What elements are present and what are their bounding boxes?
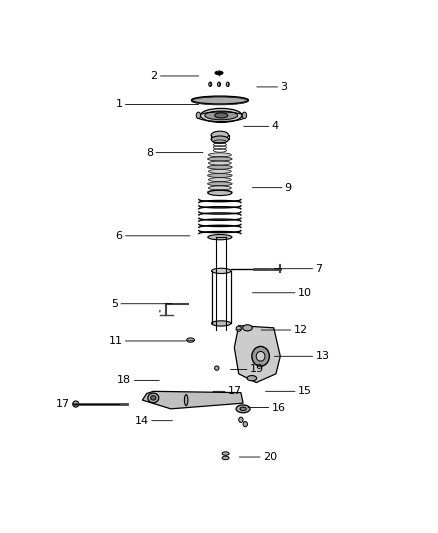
Ellipse shape [222, 452, 229, 455]
Ellipse shape [184, 394, 188, 406]
Ellipse shape [208, 174, 232, 177]
Text: 18: 18 [117, 375, 131, 385]
Ellipse shape [247, 376, 257, 381]
Ellipse shape [208, 161, 231, 165]
Ellipse shape [208, 186, 231, 190]
Ellipse shape [73, 401, 79, 407]
Text: 11: 11 [109, 336, 123, 346]
Ellipse shape [208, 177, 231, 182]
Ellipse shape [187, 338, 194, 342]
Ellipse shape [243, 325, 252, 331]
Text: 4: 4 [272, 122, 279, 131]
Text: 16: 16 [272, 402, 286, 413]
Ellipse shape [240, 407, 246, 410]
Text: 8: 8 [146, 148, 153, 158]
Ellipse shape [208, 153, 231, 157]
Text: 5: 5 [111, 298, 118, 309]
Ellipse shape [211, 131, 229, 139]
Ellipse shape [222, 456, 229, 459]
Text: 6: 6 [116, 231, 123, 241]
Ellipse shape [148, 393, 159, 403]
Ellipse shape [215, 113, 228, 118]
Ellipse shape [239, 417, 243, 423]
Text: 14: 14 [135, 416, 149, 426]
Ellipse shape [256, 351, 265, 361]
Ellipse shape [217, 82, 221, 86]
Text: 19: 19 [250, 365, 264, 374]
Ellipse shape [208, 165, 232, 169]
Ellipse shape [236, 326, 241, 332]
Ellipse shape [236, 405, 250, 413]
Ellipse shape [208, 235, 232, 240]
Text: 10: 10 [298, 288, 312, 298]
Polygon shape [234, 326, 280, 383]
Ellipse shape [151, 395, 156, 400]
Ellipse shape [208, 169, 231, 173]
Ellipse shape [200, 108, 242, 123]
Polygon shape [142, 391, 243, 409]
Ellipse shape [208, 190, 232, 196]
Ellipse shape [191, 96, 248, 104]
Ellipse shape [211, 136, 229, 143]
Ellipse shape [243, 422, 247, 427]
Text: 9: 9 [285, 183, 292, 192]
Text: 17: 17 [56, 399, 70, 409]
Text: 1: 1 [116, 100, 123, 109]
Ellipse shape [208, 190, 232, 194]
Ellipse shape [212, 321, 231, 326]
Ellipse shape [212, 268, 231, 273]
Text: 2: 2 [151, 71, 158, 81]
Ellipse shape [208, 82, 212, 86]
Ellipse shape [226, 82, 230, 86]
Text: 20: 20 [263, 452, 277, 462]
Text: 3: 3 [280, 82, 287, 92]
Text: 17: 17 [228, 386, 242, 397]
Ellipse shape [215, 366, 219, 370]
Ellipse shape [208, 182, 232, 185]
Text: 15: 15 [298, 386, 312, 397]
Text: 13: 13 [315, 351, 329, 361]
Ellipse shape [208, 157, 232, 161]
Text: 12: 12 [293, 325, 307, 335]
Ellipse shape [242, 112, 247, 119]
Ellipse shape [205, 111, 237, 120]
Text: 7: 7 [315, 264, 322, 273]
Ellipse shape [196, 112, 201, 119]
Ellipse shape [252, 346, 269, 366]
